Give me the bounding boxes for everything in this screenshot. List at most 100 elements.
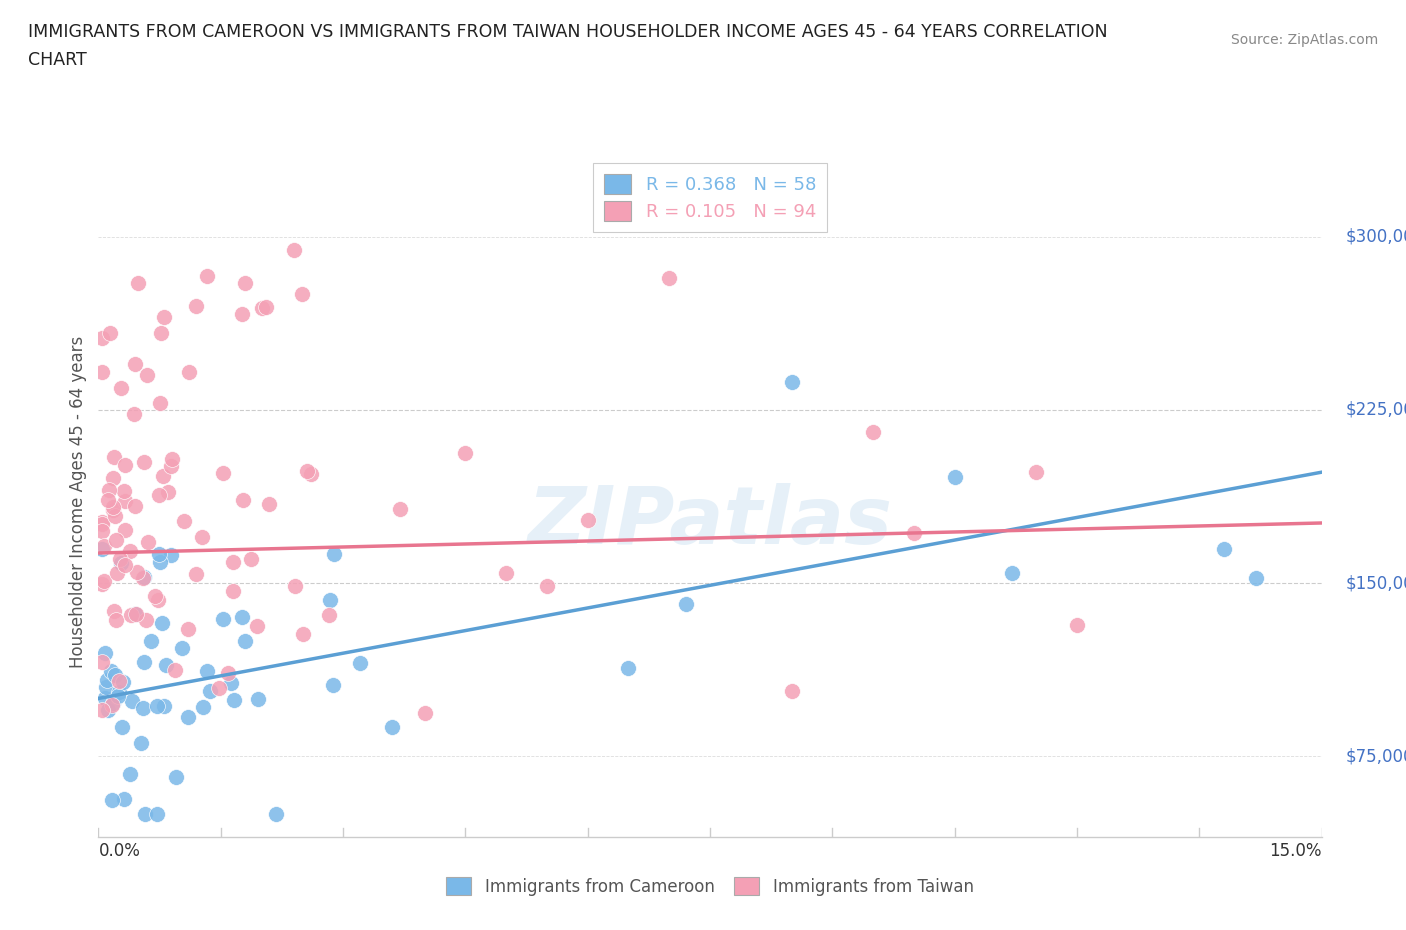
Point — [114, 494, 136, 509]
Text: 15.0%: 15.0% — [1270, 842, 1322, 859]
Point — [94, 680, 117, 695]
Point — [98, 326, 121, 340]
Point — [576, 512, 599, 527]
Text: IMMIGRANTS FROM CAMEROON VS IMMIGRANTS FROM TAIWAN HOUSEHOLDER INCOME AGES 45 - : IMMIGRANTS FROM CAMEROON VS IMMIGRANTS F… — [28, 23, 1108, 41]
Point — [495, 565, 517, 580]
Point — [101, 696, 124, 711]
Point — [160, 458, 183, 473]
Point — [132, 455, 155, 470]
Point — [246, 619, 269, 634]
Point — [208, 681, 231, 696]
Point — [179, 364, 201, 379]
Point — [100, 698, 122, 712]
Point — [256, 299, 278, 314]
Point — [219, 675, 242, 690]
Text: 0.0%: 0.0% — [98, 842, 141, 859]
Y-axis label: Householder Income Ages 45 - 64 years: Householder Income Ages 45 - 64 years — [69, 336, 87, 669]
Point — [617, 660, 640, 675]
Point — [1025, 464, 1047, 479]
Point — [105, 613, 128, 628]
Point — [780, 375, 803, 390]
Point — [170, 641, 193, 656]
Point — [903, 525, 925, 540]
Point — [173, 513, 195, 528]
Point — [104, 533, 127, 548]
Point — [157, 485, 180, 499]
Point — [131, 571, 153, 586]
Point — [101, 499, 124, 514]
Point — [101, 502, 124, 517]
Point — [129, 736, 152, 751]
Point — [118, 544, 141, 559]
Point — [292, 627, 315, 642]
Point — [943, 470, 966, 485]
Text: $300,000: $300,000 — [1346, 228, 1406, 246]
Point — [127, 275, 149, 290]
Point — [91, 514, 114, 529]
Point — [104, 668, 127, 683]
Point — [112, 791, 135, 806]
Point — [150, 616, 173, 631]
Point — [108, 684, 131, 699]
Point — [322, 547, 344, 562]
Point — [125, 606, 148, 621]
Point — [349, 656, 371, 671]
Point — [257, 497, 280, 512]
Point — [152, 310, 174, 325]
Point — [91, 517, 114, 532]
Point — [104, 509, 127, 524]
Point — [93, 538, 115, 553]
Point — [118, 766, 141, 781]
Point — [233, 633, 256, 648]
Point — [195, 269, 218, 284]
Point — [138, 535, 160, 550]
Point — [103, 604, 125, 618]
Point — [114, 557, 136, 572]
Point — [184, 566, 207, 581]
Point — [103, 471, 125, 485]
Point — [93, 573, 115, 588]
Point — [94, 645, 117, 660]
Text: CHART: CHART — [28, 51, 87, 69]
Point — [124, 357, 146, 372]
Point — [135, 613, 157, 628]
Point — [132, 654, 155, 669]
Point — [191, 530, 214, 545]
Point — [94, 691, 117, 706]
Point — [388, 501, 411, 516]
Point — [176, 621, 198, 636]
Point — [186, 299, 208, 313]
Point — [454, 446, 477, 461]
Point — [222, 583, 245, 598]
Point — [160, 547, 183, 562]
Point — [252, 301, 274, 316]
Point — [108, 673, 131, 688]
Point — [121, 694, 143, 709]
Point — [148, 547, 170, 562]
Point — [1001, 565, 1024, 580]
Text: $150,000: $150,000 — [1346, 574, 1406, 592]
Point — [246, 691, 269, 706]
Point — [91, 524, 114, 538]
Point — [91, 365, 114, 379]
Point — [124, 606, 146, 621]
Point — [222, 555, 245, 570]
Point — [148, 487, 170, 502]
Point — [136, 367, 159, 382]
Point — [283, 243, 305, 258]
Point — [862, 425, 884, 440]
Point — [1212, 541, 1234, 556]
Point — [153, 698, 176, 713]
Point — [198, 684, 221, 698]
Point — [111, 675, 134, 690]
Point — [291, 287, 314, 302]
Point — [149, 326, 172, 340]
Point — [91, 702, 114, 717]
Point — [1246, 570, 1268, 585]
Point — [193, 699, 215, 714]
Point — [149, 554, 172, 569]
Point — [211, 611, 233, 626]
Text: $225,000: $225,000 — [1346, 401, 1406, 418]
Point — [91, 577, 114, 591]
Point — [319, 592, 342, 607]
